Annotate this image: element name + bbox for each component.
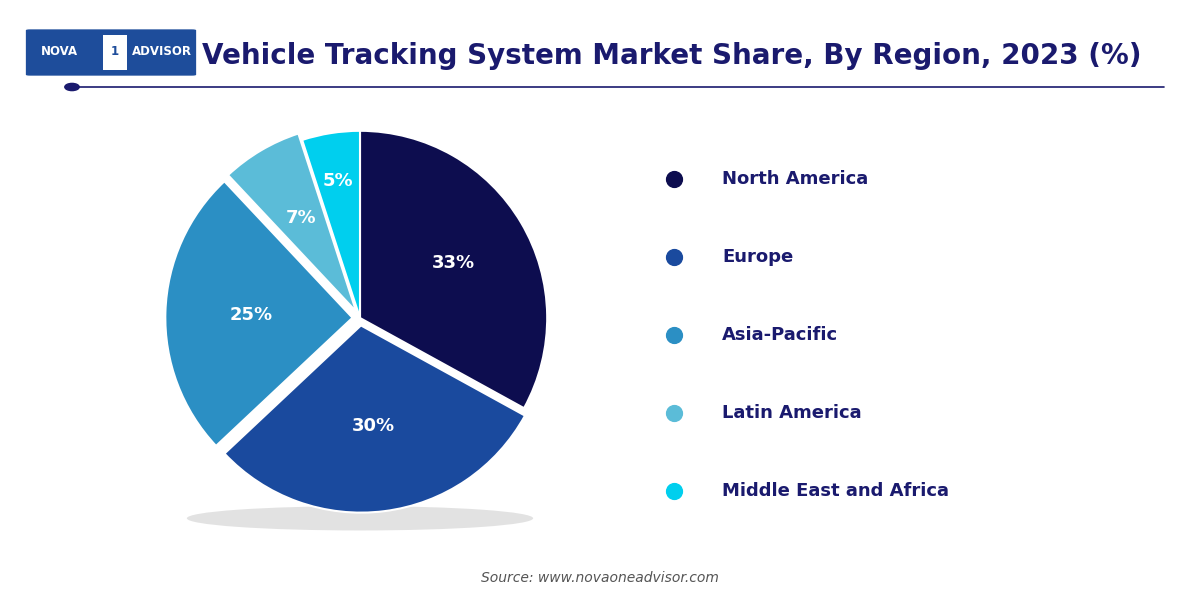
Text: North America: North America	[722, 169, 868, 187]
Text: 25%: 25%	[230, 305, 274, 323]
Text: ADVISOR: ADVISOR	[132, 45, 192, 58]
Point	[665, 486, 684, 496]
Point	[665, 174, 684, 184]
Text: Asia-Pacific: Asia-Pacific	[722, 325, 838, 343]
Wedge shape	[224, 325, 524, 512]
Point	[665, 330, 684, 340]
Wedge shape	[360, 131, 547, 408]
Text: 5%: 5%	[323, 172, 354, 190]
FancyBboxPatch shape	[25, 29, 197, 76]
Wedge shape	[302, 131, 360, 318]
Text: NOVA: NOVA	[41, 45, 78, 58]
Text: 30%: 30%	[352, 417, 395, 435]
Text: Source: www.novaoneadvisor.com: Source: www.novaoneadvisor.com	[481, 571, 719, 585]
Text: 7%: 7%	[286, 209, 317, 227]
Point	[665, 252, 684, 262]
Point	[665, 408, 684, 418]
Wedge shape	[228, 134, 356, 311]
Text: Europe: Europe	[722, 247, 793, 265]
Text: 1: 1	[110, 45, 119, 58]
FancyBboxPatch shape	[103, 35, 127, 70]
Text: Vehicle Tracking System Market Share, By Region, 2023 (%): Vehicle Tracking System Market Share, By…	[203, 42, 1141, 70]
Text: 33%: 33%	[432, 254, 475, 272]
Wedge shape	[166, 181, 353, 446]
Ellipse shape	[187, 506, 533, 530]
Text: Middle East and Africa: Middle East and Africa	[722, 481, 949, 499]
Text: Latin America: Latin America	[722, 403, 862, 421]
